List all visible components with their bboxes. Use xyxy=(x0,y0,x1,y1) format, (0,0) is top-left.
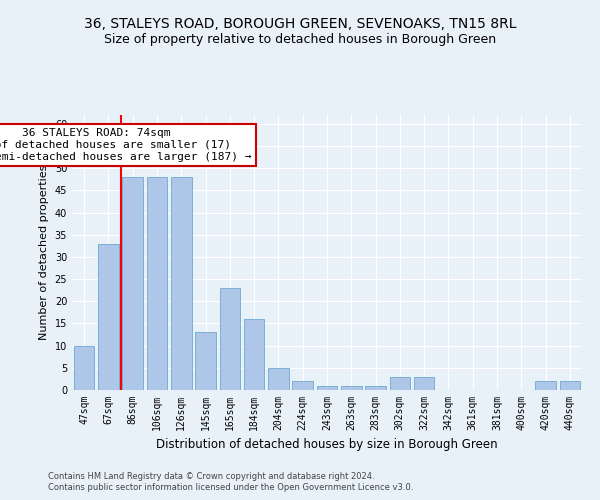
Bar xyxy=(220,288,240,390)
Bar xyxy=(317,386,337,390)
Y-axis label: Number of detached properties: Number of detached properties xyxy=(39,165,49,340)
Bar xyxy=(341,386,362,390)
Bar xyxy=(535,381,556,390)
Bar xyxy=(365,386,386,390)
Text: Size of property relative to detached houses in Borough Green: Size of property relative to detached ho… xyxy=(104,32,496,46)
Bar xyxy=(98,244,119,390)
X-axis label: Distribution of detached houses by size in Borough Green: Distribution of detached houses by size … xyxy=(156,438,498,452)
Text: 36, STALEYS ROAD, BOROUGH GREEN, SEVENOAKS, TN15 8RL: 36, STALEYS ROAD, BOROUGH GREEN, SEVENOA… xyxy=(84,18,516,32)
Bar xyxy=(389,376,410,390)
Bar xyxy=(146,177,167,390)
Bar xyxy=(244,319,265,390)
Text: 36 STALEYS ROAD: 74sqm
← 8% of detached houses are smaller (17)
91% of semi-deta: 36 STALEYS ROAD: 74sqm ← 8% of detached … xyxy=(0,128,251,162)
Bar xyxy=(74,346,94,390)
Bar xyxy=(122,177,143,390)
Bar xyxy=(195,332,216,390)
Bar xyxy=(414,376,434,390)
Bar xyxy=(292,381,313,390)
Text: Contains HM Land Registry data © Crown copyright and database right 2024.: Contains HM Land Registry data © Crown c… xyxy=(48,472,374,481)
Bar xyxy=(171,177,191,390)
Bar xyxy=(560,381,580,390)
Text: Contains public sector information licensed under the Open Government Licence v3: Contains public sector information licen… xyxy=(48,484,413,492)
Bar xyxy=(268,368,289,390)
